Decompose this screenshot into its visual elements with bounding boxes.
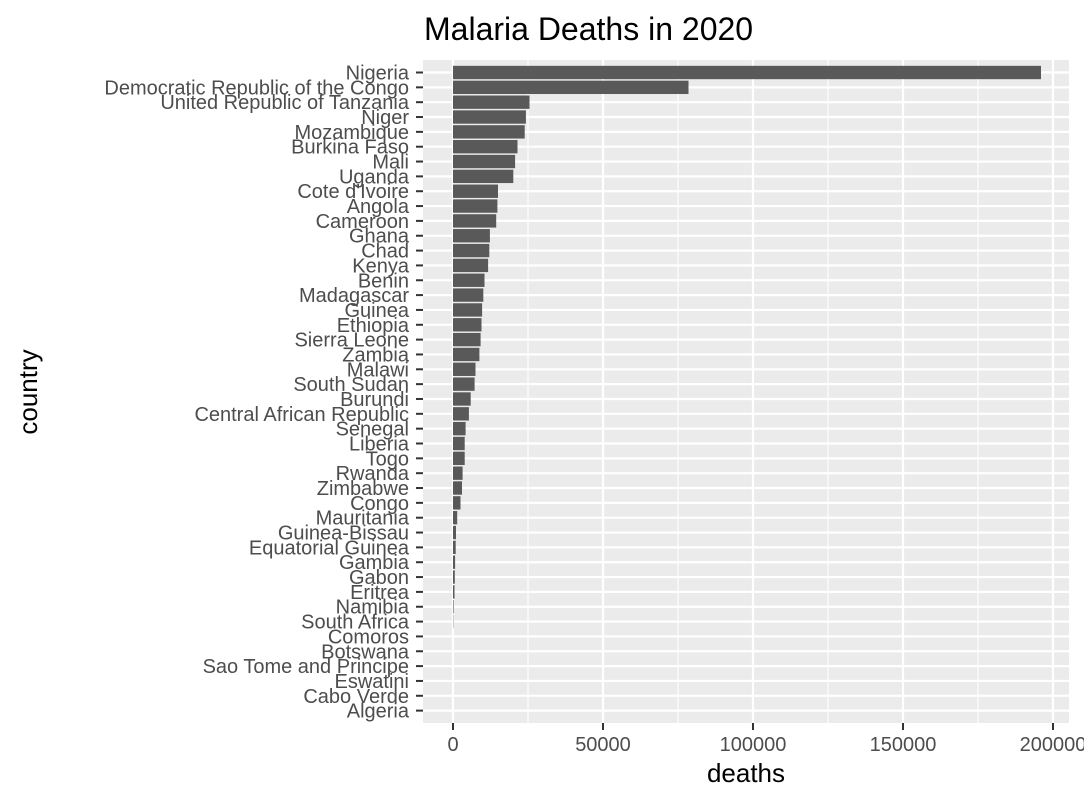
bar: [453, 199, 498, 213]
y-tick-label: Mozambique: [294, 122, 409, 144]
bar: [453, 243, 490, 258]
bar: [453, 110, 526, 124]
x-tick-label: 200000: [1020, 734, 1084, 756]
x-tick-label: 0: [447, 734, 458, 756]
y-tick-label: Malawi: [347, 359, 409, 381]
bar: [453, 229, 490, 243]
bar: [453, 169, 514, 184]
bar: [453, 540, 456, 555]
y-tick-label: Equatorial Guinea: [249, 537, 410, 559]
y-tick-label: United Republic of Tanzania: [160, 92, 410, 114]
plot-panel: [423, 60, 1069, 723]
bar: [453, 154, 516, 169]
bar: [453, 377, 475, 391]
bar: [453, 555, 456, 569]
x-axis-title: deaths: [707, 758, 785, 788]
bar: [453, 303, 483, 317]
bar: [453, 140, 518, 154]
y-tick-label: Burkina Faso: [291, 137, 409, 159]
bar: [453, 95, 530, 109]
y-tick-label: Gabon: [349, 567, 409, 589]
y-tick-label: Liberia: [349, 434, 410, 456]
y-tick-label: Nigeria: [346, 63, 410, 85]
x-tick-label: 50000: [575, 734, 631, 756]
y-tick-label: Ghana: [349, 226, 410, 248]
bar: [453, 362, 476, 376]
y-tick-label: Madagascar: [299, 285, 409, 307]
y-tick-label: Cameroon: [316, 211, 409, 233]
y-tick-label: South Africa: [301, 612, 410, 634]
bar: [453, 258, 489, 273]
y-tick-label: Ethiopia: [337, 315, 410, 337]
y-tick-label: Sao Tome and Principe: [203, 656, 409, 678]
y-tick-label: Kenya: [352, 255, 410, 277]
gridlines: [423, 60, 1069, 723]
y-tick-label: Democratic Republic of the Congo: [104, 77, 409, 99]
y-tick-label: Gambia: [339, 552, 410, 574]
bar: [453, 436, 465, 451]
bar: [453, 125, 525, 139]
x-axis: 0 50000 100000 150000 200000: [447, 723, 1084, 756]
y-tick-label: Mauritania: [316, 508, 410, 530]
bar: [453, 481, 462, 495]
bar: [453, 421, 466, 436]
bar: [453, 496, 461, 510]
y-tick-label: Uganda: [339, 166, 410, 188]
bar: [453, 525, 456, 540]
y-tick-label: Zimbabwe: [317, 478, 409, 500]
y-tick-label: Togo: [366, 448, 409, 470]
y-tick-label: Central African Republic: [194, 404, 409, 426]
y-tick-label: Cote d'Ivoire: [297, 181, 409, 203]
bar: [453, 80, 689, 95]
bar: [453, 214, 497, 228]
y-tick-label: Senegal: [336, 419, 409, 441]
y-tick-label: Angola: [347, 196, 410, 218]
bar: [453, 332, 481, 347]
bar: [453, 585, 455, 599]
bar: [453, 392, 471, 406]
bar: [453, 288, 484, 302]
y-tick-label: Mali: [372, 152, 409, 174]
y-tick-label: Cabo Verde: [303, 686, 409, 708]
bar: [453, 318, 482, 332]
y-tick-label: Rwanda: [336, 463, 410, 485]
bar: [453, 451, 465, 466]
bar: [453, 600, 454, 614]
bar: [453, 347, 480, 362]
y-tick-label: Eritrea: [350, 582, 410, 604]
y-tick-label: Burundi: [340, 389, 409, 411]
y-tick-label: Algeria: [347, 701, 410, 723]
bars: [453, 65, 1041, 629]
bar: [453, 184, 498, 198]
bar: [453, 407, 469, 421]
y-axis-title: country: [13, 349, 43, 434]
y-tick-label: South Sudan: [293, 374, 409, 396]
y-tick-label: Guinea: [345, 300, 410, 322]
bar: [453, 65, 1041, 80]
y-tick-label: Comoros: [328, 626, 409, 648]
chart-title: Malaria Deaths in 2020: [424, 11, 753, 47]
y-tick-label: Congo: [350, 493, 409, 515]
y-tick-label: Niger: [361, 107, 409, 129]
y-tick-label: Chad: [361, 241, 409, 263]
bar: [453, 511, 458, 525]
y-tick-label: Eswatini: [335, 671, 409, 693]
bar: [453, 570, 455, 584]
y-tick-label: Sierra Leone: [294, 330, 409, 352]
y-tick-label: Guinea-Bissau: [278, 523, 409, 545]
y-tick-label: Namibia: [336, 597, 410, 619]
bar: [453, 466, 463, 480]
y-tick-label: Benin: [358, 270, 409, 292]
x-tick-label: 100000: [720, 734, 787, 756]
y-tick-label: Botswana: [321, 641, 410, 663]
bar: [453, 273, 485, 287]
x-tick-label: 150000: [870, 734, 937, 756]
y-tick-label: Zambia: [342, 344, 410, 366]
